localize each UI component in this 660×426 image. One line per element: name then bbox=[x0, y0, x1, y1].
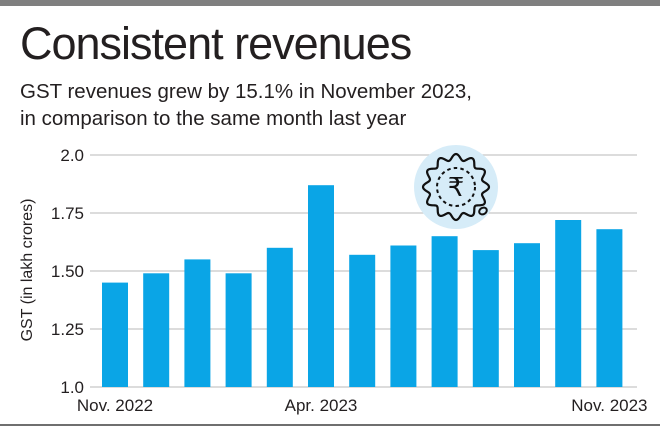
y-axis-label: GST (in lakh crores) bbox=[19, 199, 36, 342]
bar bbox=[431, 236, 458, 387]
x-tick-label: Nov. 2023 bbox=[571, 396, 647, 415]
subtitle-line-1: GST revenues grew by 15.1% in November 2… bbox=[20, 80, 473, 103]
rupee-badge-icon: ₹ bbox=[414, 145, 498, 229]
bottom-frame-bar bbox=[0, 424, 660, 426]
bar bbox=[266, 247, 293, 387]
y-tick-label: 1.25 bbox=[51, 320, 84, 339]
y-axis-ticks: 1.0 1.25 1.50 1.75 2.0 bbox=[51, 146, 84, 397]
bar bbox=[514, 243, 540, 387]
bar bbox=[184, 259, 211, 387]
bar bbox=[596, 229, 623, 387]
y-tick-label: 1.50 bbox=[51, 262, 84, 281]
bar bbox=[555, 220, 582, 387]
x-tick-label: Apr. 2023 bbox=[285, 396, 358, 415]
x-axis-ticks: Nov. 2022 Apr. 2023 Nov. 2023 bbox=[77, 396, 648, 415]
subtitle-line-2: in comparison to the same month last yea… bbox=[20, 107, 407, 130]
bar bbox=[472, 250, 499, 387]
bar bbox=[225, 273, 252, 387]
top-frame-bar bbox=[0, 0, 660, 6]
chart-subtitle: GST revenues grew by 15.1% in November 2… bbox=[20, 78, 472, 132]
bars bbox=[102, 185, 623, 387]
y-tick-label: 1.75 bbox=[51, 204, 84, 223]
y-tick-label: 2.0 bbox=[60, 146, 84, 165]
y-tick-label: 1.0 bbox=[60, 378, 84, 397]
chart-title: Consistent revenues bbox=[20, 18, 412, 69]
bar bbox=[143, 273, 170, 387]
x-tick-label: Nov. 2022 bbox=[77, 396, 153, 415]
bar bbox=[390, 245, 417, 387]
bar bbox=[102, 282, 128, 387]
bar bbox=[349, 254, 376, 387]
svg-text:₹: ₹ bbox=[448, 173, 465, 203]
bar bbox=[308, 185, 334, 387]
